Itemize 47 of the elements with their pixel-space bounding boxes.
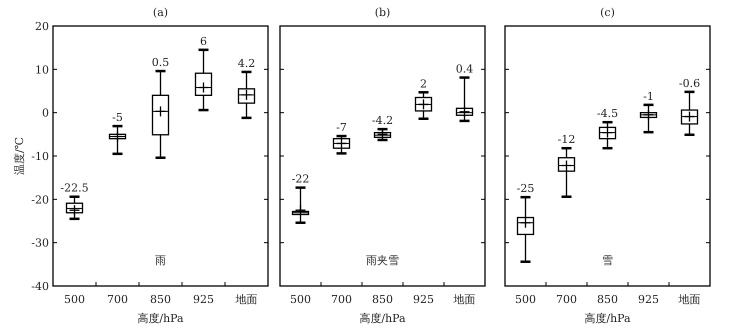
- x-tick-label: 700: [107, 293, 128, 306]
- x-tick-label: 500: [515, 293, 536, 306]
- x-axis-title: 高度/hPa: [359, 312, 406, 325]
- x-tick-label: 850: [597, 293, 618, 306]
- y-tick-label: -30: [31, 236, 49, 250]
- annotation: -22.5: [60, 182, 89, 195]
- y-tick-label: 0: [42, 106, 49, 120]
- y-axis-title: 温度/℃: [13, 136, 26, 176]
- annotation: 雪: [602, 254, 613, 267]
- annotation: 雨: [155, 254, 166, 267]
- annotation: -1: [643, 90, 654, 103]
- annotation: 0.5: [152, 56, 170, 70]
- y-tick-label: -40: [31, 280, 49, 293]
- y-tick-label: -20: [31, 193, 49, 206]
- annotation: -4.5: [596, 107, 618, 120]
- x-tick-label: 850: [372, 293, 393, 306]
- chart-title: (b): [374, 6, 390, 19]
- annotation: 4.2: [238, 56, 256, 70]
- annotation: 0.4: [456, 62, 474, 76]
- y-tick-label: 10: [35, 63, 49, 76]
- x-axis-title: 高度/hPa: [137, 312, 184, 325]
- x-tick-label: 925: [413, 293, 434, 306]
- x-tick-label: 500: [64, 293, 85, 306]
- x-tick-label: 地面: [452, 293, 476, 306]
- x-tick-label: 850: [150, 293, 171, 306]
- annotation: -12: [558, 133, 576, 146]
- x-tick-label: 925: [638, 293, 659, 306]
- annotation: -25: [516, 182, 534, 196]
- x-axis-title: 高度/hPa: [584, 312, 632, 325]
- annotation: -5: [112, 111, 123, 124]
- x-tick-label: 地面: [234, 293, 258, 306]
- x-tick-label: 925: [193, 293, 214, 306]
- annotation: 6: [200, 34, 207, 48]
- chart-title: (c): [600, 6, 615, 19]
- y-tick-label: -10: [31, 150, 49, 163]
- annotation: -0.6: [678, 76, 700, 90]
- annotation: 雨夹雪: [366, 254, 399, 267]
- x-tick-label: 500: [290, 293, 311, 306]
- annotation: 2: [420, 77, 427, 90]
- x-tick-label: 700: [331, 293, 352, 306]
- annotation: -4.2: [372, 114, 394, 128]
- chart-title: (a): [152, 6, 168, 19]
- x-tick-label: 地面: [678, 293, 700, 306]
- x-tick-label: 700: [556, 293, 577, 306]
- annotation: -7: [336, 121, 347, 134]
- y-tick-label: 20: [35, 20, 49, 33]
- annotation: -22: [292, 172, 310, 186]
